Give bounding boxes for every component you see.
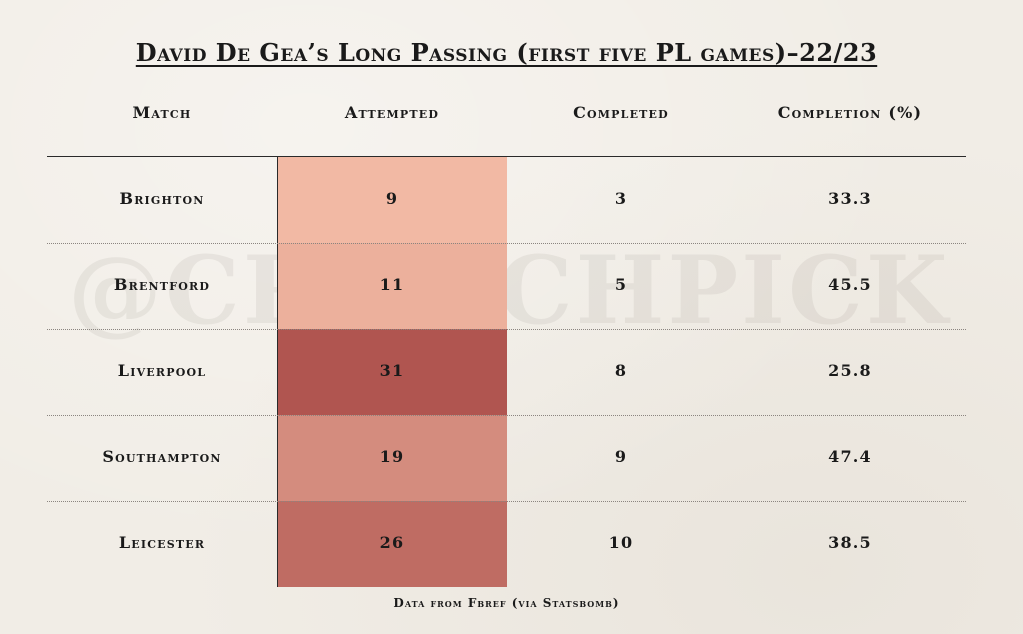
cell-completed: 5 (614, 275, 628, 294)
cell-completed: 9 (614, 447, 628, 466)
heat-cell (277, 329, 507, 415)
cell-match: Brighton (119, 189, 205, 208)
cell-completion: 45.5 (828, 275, 872, 294)
header-rule (47, 156, 966, 157)
cell-match: Brentford (113, 275, 211, 294)
cell-match: Southampton (102, 447, 222, 466)
column-header-match: Match (132, 103, 192, 122)
source-note: Data from Fbref (via Statsbomb) (393, 596, 620, 610)
column-header-attempted: Attempted (344, 103, 440, 122)
cell-attempted: 26 (379, 533, 405, 552)
cell-completion: 33.3 (828, 189, 872, 208)
heat-cell (277, 415, 507, 501)
cell-attempted: 9 (385, 189, 399, 208)
column-header-completed: Completed (573, 103, 669, 122)
cell-completion: 47.4 (828, 447, 872, 466)
cell-attempted: 19 (379, 447, 405, 466)
row-separator (47, 415, 966, 416)
row-separator (47, 501, 966, 502)
row-separator (47, 243, 966, 244)
watermark: @CRUNCHPICK (68, 236, 951, 346)
heat-cell (277, 501, 507, 587)
cell-attempted: 11 (379, 275, 405, 294)
chart-title: David De Gea’s Long Passing (first five … (135, 38, 878, 67)
column-header-completion: Completion (%) (777, 103, 923, 122)
cell-completed: 10 (608, 533, 634, 552)
column-divider (277, 157, 278, 587)
heat-cell (277, 243, 507, 329)
row-separator (47, 329, 966, 330)
heat-cell (277, 157, 507, 243)
cell-match: Leicester (118, 533, 206, 552)
cell-match: Liverpool (117, 361, 207, 380)
cell-completion: 25.8 (828, 361, 872, 380)
cell-attempted: 31 (379, 361, 405, 380)
cell-completion: 38.5 (828, 533, 872, 552)
cell-completed: 3 (614, 189, 628, 208)
cell-completed: 8 (614, 361, 628, 380)
